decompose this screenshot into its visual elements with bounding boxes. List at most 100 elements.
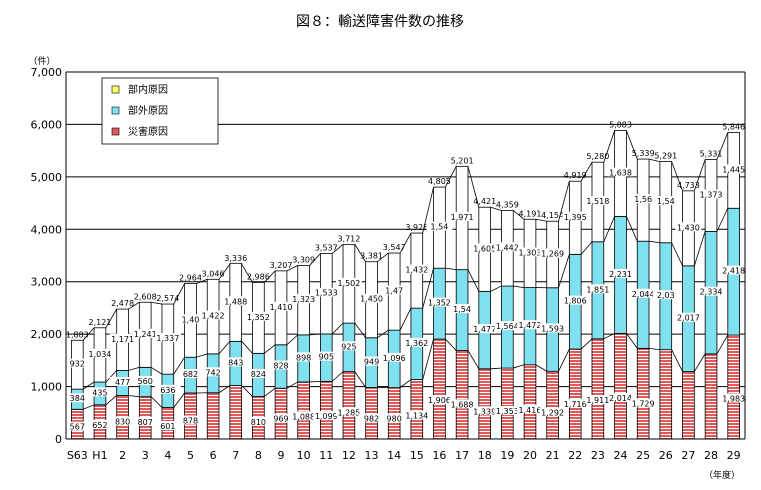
data-label: 830 (115, 417, 130, 426)
data-label-bg (630, 398, 657, 408)
data-label-bg (381, 285, 408, 295)
bar-disaster (546, 370, 559, 440)
data-label: 477 (115, 378, 130, 387)
x-tick-label: 12 (342, 449, 356, 462)
trend-line-external (150, 366, 163, 375)
x-axis-unit: （年度） (704, 469, 740, 481)
trend-line-total (558, 180, 570, 222)
data-label-bg (86, 420, 113, 430)
data-label-bg (607, 392, 634, 402)
data-label-bg (516, 247, 543, 257)
bar-disaster (614, 333, 627, 440)
trend-line-total (603, 130, 616, 163)
data-label: 1,352 (247, 313, 270, 322)
data-label: 1,171 (111, 335, 134, 344)
data-label-bg (426, 221, 453, 231)
trend-line-total (399, 232, 412, 254)
data-label: 898 (296, 353, 311, 362)
data-label: 1,303 (519, 248, 542, 257)
trend-line-external (286, 334, 299, 346)
data-label-bg (132, 416, 159, 426)
trend-line-total (626, 130, 638, 160)
data-label: 1,241 (134, 330, 157, 339)
x-tick-label: S63 (67, 449, 88, 462)
total-label: 4,154 (541, 211, 564, 220)
data-label-bg (403, 410, 430, 420)
trend-line-total (263, 270, 276, 283)
data-label: 1,688 (451, 400, 474, 409)
total-label: 3,336 (224, 254, 247, 263)
data-label: 2,017 (677, 314, 700, 323)
trend-line-total (173, 283, 185, 305)
trend-line-external (626, 216, 638, 242)
bar-disaster (568, 348, 582, 440)
trend-line-total (151, 301, 163, 305)
data-label: 1,432 (405, 266, 428, 275)
data-label-bg (584, 195, 611, 205)
data-label-bg (358, 413, 385, 423)
total-label: 2,986 (247, 272, 270, 281)
data-label: 1,292 (541, 408, 564, 417)
data-label-bg (471, 406, 498, 416)
data-label-bg (720, 393, 747, 403)
x-tick-label: 9 (278, 449, 285, 462)
data-label-bg (245, 416, 272, 426)
data-label: 1,518 (586, 197, 609, 206)
data-label-bg (403, 337, 430, 347)
trend-line-disaster (150, 396, 163, 408)
trend-line-external (445, 267, 457, 271)
bar-disaster (659, 349, 673, 440)
y-tick-label: 1,000 (31, 381, 63, 394)
trend-line-disaster (445, 338, 457, 351)
data-label-bg (562, 211, 589, 221)
y-tick-label: 0 (55, 433, 62, 446)
trend-line-disaster (603, 333, 615, 340)
data-label-bg (86, 387, 113, 397)
data-label: 652 (92, 421, 107, 430)
data-label: 949 (364, 358, 379, 367)
data-label-bg (494, 406, 521, 416)
data-label-bg (471, 324, 498, 334)
data-label-bg (222, 357, 249, 367)
data-label-bg (516, 404, 543, 414)
trend-line-disaster (648, 347, 660, 351)
trend-line-total (422, 186, 434, 234)
trend-line-total (82, 327, 95, 341)
trend-line-external (128, 366, 140, 371)
data-label: 742 (205, 368, 220, 377)
data-label: 2,044 (632, 290, 655, 299)
trend-line-total (105, 308, 118, 328)
trend-line-external (422, 268, 434, 309)
data-label: 2,014 (609, 394, 632, 403)
total-label: 3,207 (270, 261, 293, 270)
trend-line-disaster (693, 353, 706, 372)
data-label: 843 (228, 358, 243, 367)
data-label: 560 (138, 377, 153, 386)
data-label-bg (720, 265, 747, 275)
data-label: 1,373 (700, 190, 723, 199)
legend-swatch (111, 85, 120, 94)
trend-line-disaster (83, 404, 95, 410)
trend-line-external (173, 356, 185, 375)
x-tick-label: 2 (119, 449, 126, 462)
trend-line-total (354, 244, 367, 262)
trend-line-total (241, 263, 253, 283)
data-label-bg (222, 296, 249, 306)
total-label: 2,478 (111, 299, 134, 308)
x-tick-label: 18 (478, 449, 492, 462)
data-label-bg (539, 407, 566, 417)
data-label: 601 (160, 422, 175, 431)
x-tick-label: 29 (727, 449, 741, 462)
trend-line-total (648, 158, 660, 162)
total-label: 4,919 (564, 171, 587, 180)
data-label: 1,54 (453, 305, 471, 314)
data-label-bg (132, 376, 159, 386)
trend-line-disaster (264, 387, 276, 397)
trend-line-disaster (399, 379, 412, 388)
data-label: 1,323 (292, 295, 315, 304)
data-label-bg (698, 189, 725, 199)
data-label: 2,03 (657, 291, 675, 300)
data-label-bg (471, 243, 498, 253)
data-label-bg (109, 333, 136, 343)
trend-line-external (196, 353, 208, 358)
